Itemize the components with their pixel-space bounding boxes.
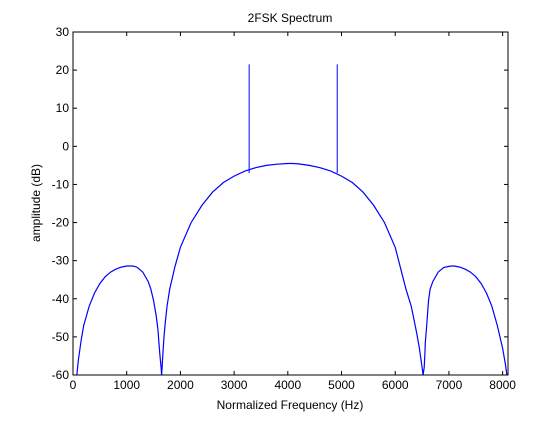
y-tick-label: -50 bbox=[52, 330, 70, 344]
x-tick-label: 5000 bbox=[328, 378, 355, 392]
y-tick-label: -60 bbox=[52, 368, 70, 382]
x-tick-label: 2000 bbox=[167, 378, 194, 392]
x-tick-label: 4000 bbox=[274, 378, 301, 392]
y-tick-label: -10 bbox=[52, 177, 70, 191]
x-tick-label: 8000 bbox=[489, 378, 516, 392]
y-tick-label: 10 bbox=[56, 101, 70, 115]
x-tick-label: 0 bbox=[70, 378, 77, 392]
y-tick-label: -40 bbox=[52, 292, 70, 306]
chart-title: 2FSK Spectrum bbox=[248, 11, 333, 25]
x-tick-label: 1000 bbox=[113, 378, 140, 392]
plot-frame bbox=[72, 31, 509, 376]
plot-background bbox=[73, 32, 508, 375]
y-tick-label: 30 bbox=[56, 25, 70, 39]
y-tick-label: -30 bbox=[52, 254, 70, 268]
x-tick-label: 3000 bbox=[221, 378, 248, 392]
y-axis-label: amplitude (dB) bbox=[29, 164, 43, 242]
x-tick-label: 6000 bbox=[382, 378, 409, 392]
y-tick-label: -20 bbox=[52, 216, 70, 230]
y-tick-label: 0 bbox=[62, 139, 69, 153]
x-tick-label: 7000 bbox=[436, 378, 463, 392]
x-axis-label: Normalized Frequency (Hz) bbox=[217, 398, 364, 412]
spectrum-line bbox=[76, 162, 508, 376]
y-tick-label: 20 bbox=[56, 63, 70, 77]
